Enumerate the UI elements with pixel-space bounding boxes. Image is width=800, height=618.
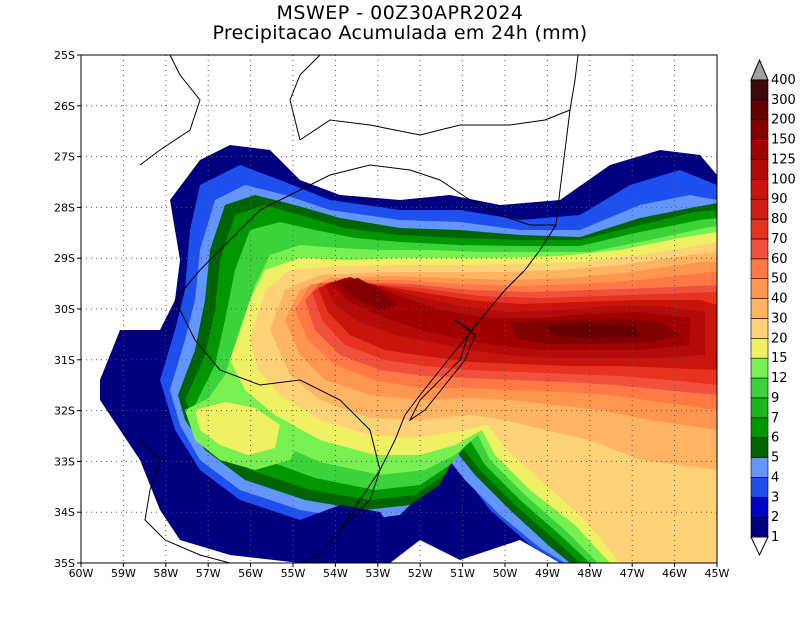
colorbar-swatch <box>750 437 769 458</box>
lat-tick-label: 33S <box>54 455 75 468</box>
colorbar-label: 70 <box>771 232 788 247</box>
lat-tick-label: 25S <box>54 49 75 62</box>
colorbar-label: 200 <box>771 113 796 128</box>
colorbar-label: 9 <box>771 391 779 406</box>
lat-tick-label: 31S <box>54 354 75 367</box>
map-title: MSWEP - 00Z30APR2024 <box>276 2 524 24</box>
lon-tick-label: 60W <box>69 567 94 580</box>
colorbar-label: 400 <box>771 73 796 88</box>
colorbar-label: 80 <box>771 212 788 227</box>
colorbar-swatch <box>750 417 769 438</box>
colorbar-label: 40 <box>771 292 788 307</box>
colorbar-swatch <box>750 139 769 160</box>
map-grid <box>81 55 717 563</box>
colorbar-swatch <box>750 99 769 121</box>
lon-tick-label: 57W <box>196 567 221 580</box>
colorbar-label: 50 <box>771 272 788 287</box>
colorbar-swatch <box>750 457 769 478</box>
lon-tick-label: 58W <box>153 567 178 580</box>
uruguay-border <box>174 299 381 531</box>
precipitation-field <box>100 145 717 563</box>
colorbar-swatch <box>750 397 769 419</box>
colorbar-label: 4 <box>771 470 779 485</box>
lon-tick-label: 53W <box>365 567 390 580</box>
colorbar-label: 100 <box>771 172 796 187</box>
santa-catarina-border <box>299 109 571 141</box>
lon-tick-label: 59W <box>111 567 136 580</box>
lon-tick-label: 50W <box>493 567 518 580</box>
colorbar-label: 6 <box>771 431 779 446</box>
lat-tick-label: 26S <box>54 100 75 113</box>
precip-contour-200mm <box>338 278 398 310</box>
lon-tick-label: 54W <box>323 567 348 580</box>
colorbar-swatch <box>750 159 769 180</box>
colorbar-swatch <box>750 218 769 240</box>
coastline <box>299 55 579 563</box>
colorbar-label: 5 <box>771 451 779 466</box>
colorbar-over-arrow <box>750 58 769 81</box>
colorbar-swatch <box>750 198 769 220</box>
map-subtitle: Precipitacao Acumulada em 24h (mm) <box>212 22 588 44</box>
parana-border <box>289 55 321 141</box>
colorbar: 1234567912152030405060708090100125150200… <box>750 58 796 557</box>
colorbar-label: 12 <box>771 371 788 386</box>
lon-tick-label: 49W <box>535 567 560 580</box>
lagoa-dos-patos <box>408 319 476 422</box>
colorbar-label: 90 <box>771 192 788 207</box>
colorbar-swatch <box>750 238 769 260</box>
argentina-border <box>139 55 201 166</box>
colorbar-swatch <box>750 258 769 279</box>
lat-tick-label: 28S <box>54 201 75 214</box>
colorbar-swatch <box>750 477 769 498</box>
colorbar-label: 60 <box>771 252 788 267</box>
colorbar-swatch <box>750 119 769 140</box>
colorbar-label: 3 <box>771 490 779 505</box>
colorbar-swatch <box>750 496 769 518</box>
lat-tick-label: 30S <box>54 303 75 316</box>
lat-tick-label: 35S <box>54 557 75 570</box>
lat-tick-label: 34S <box>54 506 75 519</box>
colorbar-label: 20 <box>771 331 788 346</box>
lon-tick-label: 48W <box>577 567 602 580</box>
colorbar-swatch <box>750 338 769 359</box>
colorbar-swatch <box>750 278 769 299</box>
colorbar-label: 125 <box>771 152 796 167</box>
colorbar-swatch <box>750 179 769 200</box>
colorbar-label: 30 <box>771 311 788 326</box>
map-boundaries <box>139 55 579 563</box>
rio-de-la-plata <box>139 439 231 563</box>
lat-tick-label: 32S <box>54 405 75 418</box>
colorbar-swatch <box>750 377 769 399</box>
rio-grande-sul-border <box>174 164 556 301</box>
colorbar-swatch <box>750 298 769 319</box>
colorbar-label: 2 <box>771 510 779 525</box>
colorbar-under-arrow <box>750 536 769 557</box>
lon-tick-label: 47W <box>620 567 645 580</box>
precip-contour-20mm-south <box>195 402 280 455</box>
lon-tick-label: 52W <box>408 567 433 580</box>
colorbar-label: 7 <box>771 411 779 426</box>
map-axes: 60W 59W 58W 57W 56W 55W 54W 53W 52W 51W 50W 49W 48W 4… <box>54 49 730 580</box>
precip-contour-300mm <box>545 323 640 338</box>
lon-tick-label: 46W <box>662 567 687 580</box>
colorbar-label: 300 <box>771 93 796 108</box>
lon-tick-label: 51W <box>450 567 475 580</box>
colorbar-label: 150 <box>771 133 796 148</box>
lon-tick-label: 55W <box>281 567 306 580</box>
lat-tick-label: 27S <box>54 151 75 164</box>
colorbar-swatch <box>750 79 769 101</box>
lat-tick-label: 29S <box>54 252 75 265</box>
colorbar-label: 1 <box>771 530 779 545</box>
colorbar-swatch <box>750 318 769 339</box>
colorbar-swatch <box>750 357 769 379</box>
colorbar-label: 15 <box>771 351 788 366</box>
lon-tick-label: 56W <box>238 567 263 580</box>
colorbar-swatch <box>750 516 769 538</box>
lon-tick-label: 45W <box>705 567 730 580</box>
